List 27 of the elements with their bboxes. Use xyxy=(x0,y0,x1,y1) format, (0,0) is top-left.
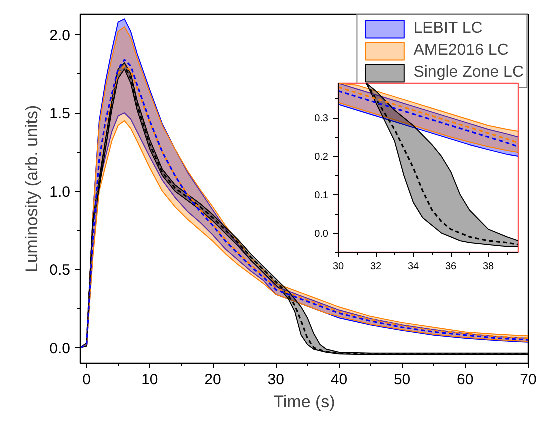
y-tick-label: 0.3 xyxy=(314,114,329,125)
x-tick-label: 36 xyxy=(445,262,457,272)
x-tick-label: 40 xyxy=(330,372,348,388)
x-tick-label: 32 xyxy=(370,262,382,272)
x-tick-label: 60 xyxy=(457,372,474,388)
x-tick-label: 20 xyxy=(204,372,222,388)
x-tick-label: 34 xyxy=(408,262,420,272)
x-tick-label: 30 xyxy=(268,372,284,388)
x-tick-label: 10 xyxy=(142,372,158,388)
x-axis-title: Time (s) xyxy=(274,392,336,412)
x-tick-label: 70 xyxy=(520,372,537,388)
y-tick-label: 0.0 xyxy=(314,228,329,240)
x-tick-label: 50 xyxy=(394,372,411,388)
x-tick-label: 0 xyxy=(82,372,91,388)
legend-label: Single Zone LC xyxy=(414,64,524,82)
y-tick-label: 0.2 xyxy=(314,152,329,163)
legend-label: LEBIT LC xyxy=(414,20,483,38)
y-tick-label: 1.5 xyxy=(50,106,71,123)
y-tick-label: 1.0 xyxy=(50,184,71,201)
legend-label: AME2016 LC xyxy=(414,42,509,60)
y-tick-label: 0.0 xyxy=(50,340,71,358)
x-tick-label: 30 xyxy=(332,262,344,272)
y-axis-title: Luminosity (arb. units) xyxy=(22,105,42,273)
y-tick-label: 2.0 xyxy=(50,27,71,44)
y-tick-label: 0.1 xyxy=(314,190,329,202)
x-tick-label: 38 xyxy=(482,262,494,272)
y-tick-label: 0.5 xyxy=(50,262,71,280)
